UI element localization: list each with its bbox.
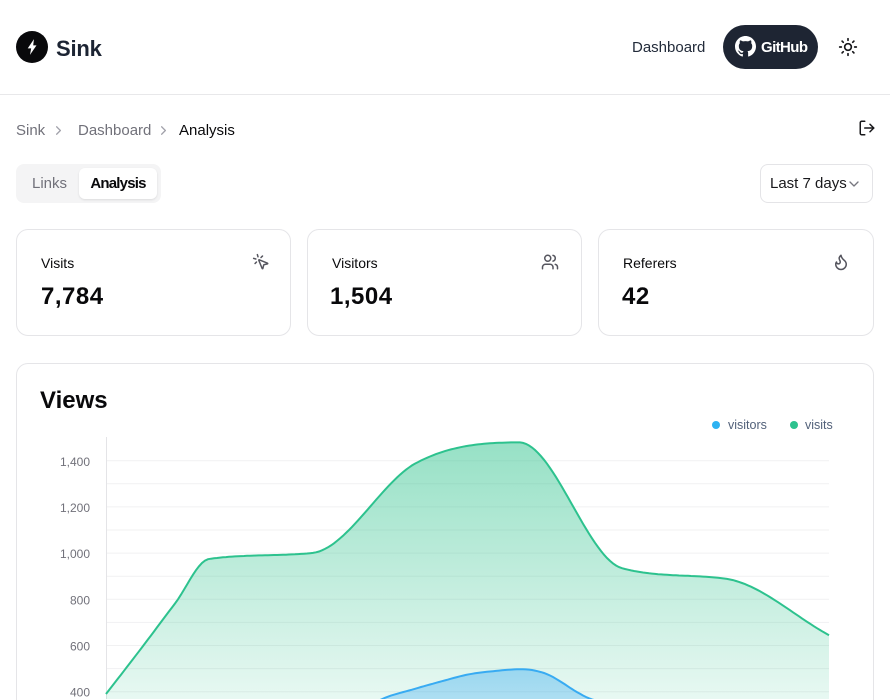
svg-text:1,400: 1,400: [60, 455, 90, 469]
svg-text:800: 800: [70, 593, 90, 607]
svg-text:600: 600: [70, 639, 90, 653]
svg-text:400: 400: [70, 686, 90, 699]
svg-text:1,200: 1,200: [60, 501, 90, 515]
svg-text:1,000: 1,000: [60, 547, 90, 561]
